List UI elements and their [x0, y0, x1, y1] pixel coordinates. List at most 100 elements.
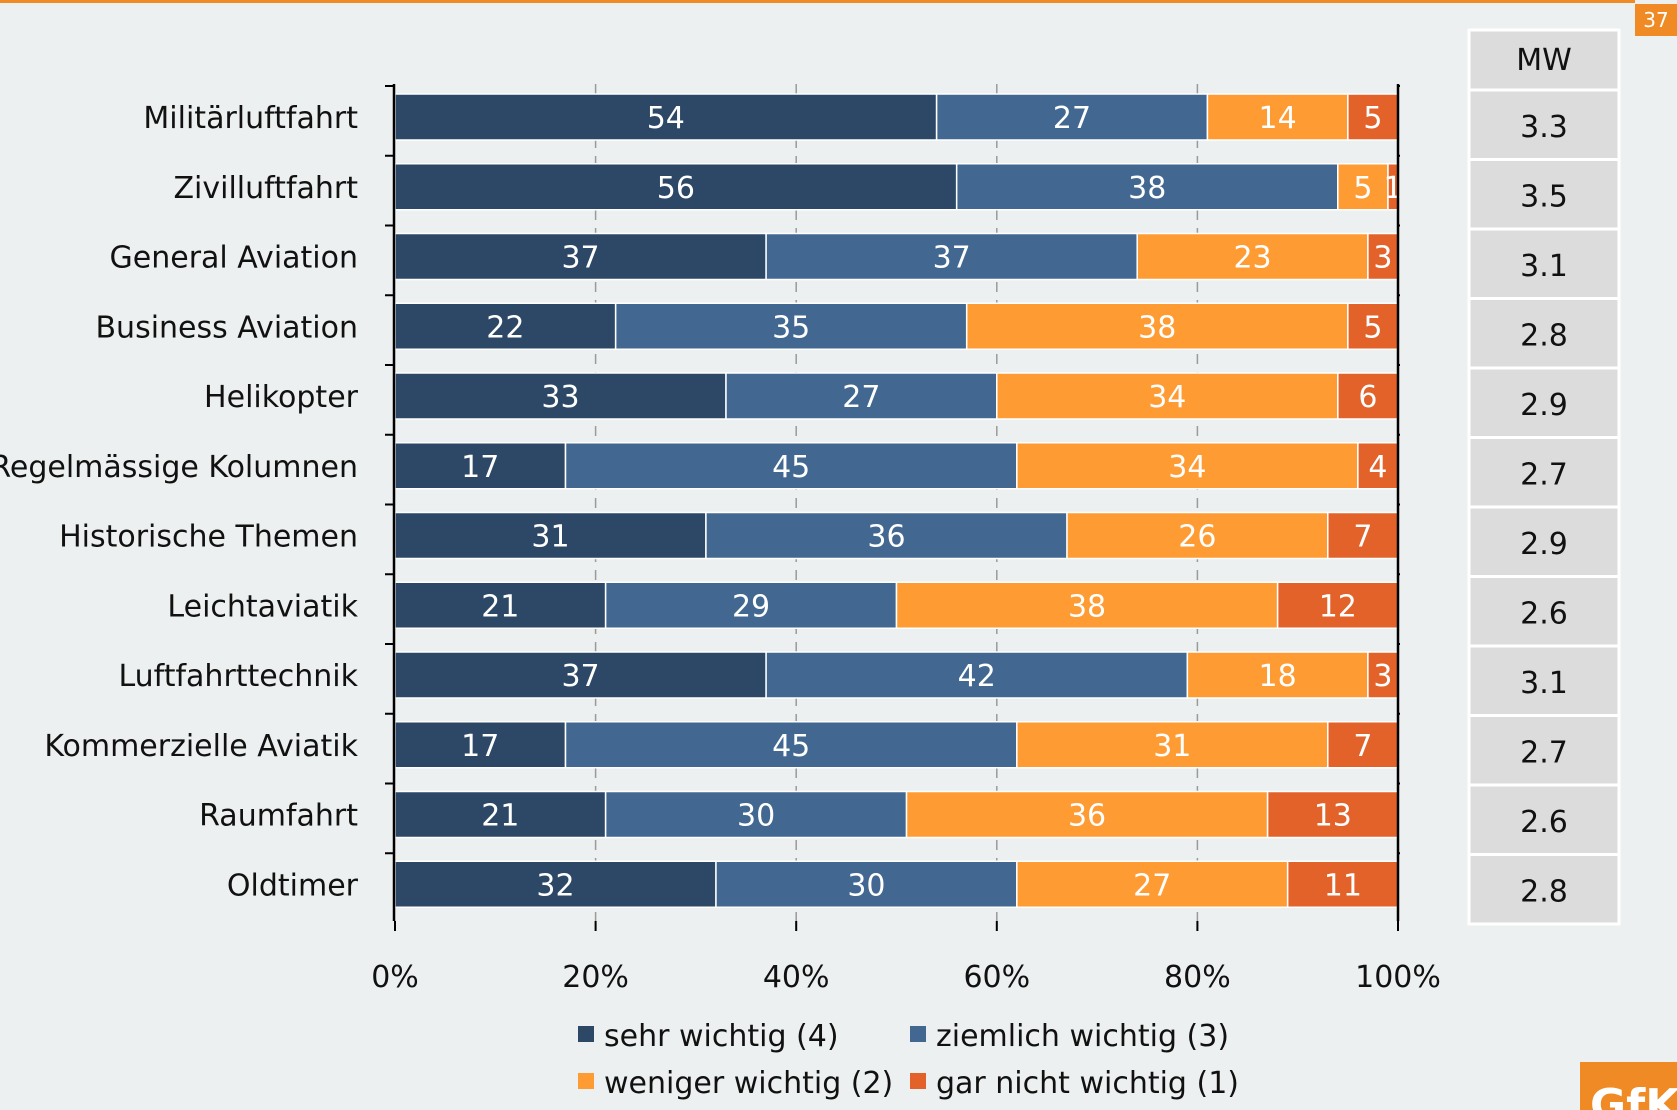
bar-segment	[394, 232, 767, 281]
mw-value: 2.6	[1520, 597, 1568, 632]
legend-swatch	[910, 1026, 926, 1042]
bar-data-label: 36	[867, 520, 905, 555]
bar-segment	[1136, 232, 1369, 281]
legend-label: gar nicht wichtig (1)	[936, 1066, 1239, 1101]
x-tick-label-4: 80%	[1164, 960, 1231, 995]
gridlines	[594, 84, 1199, 921]
bar-segment	[1347, 93, 1399, 141]
bar-data-label: 27	[1133, 868, 1171, 903]
category-label: Oldtimer	[227, 868, 359, 903]
bar-segment	[705, 511, 1068, 560]
bar-data-label: 12	[1319, 589, 1357, 624]
bar-segment	[564, 442, 1018, 490]
bar-data-label: 6	[1358, 380, 1377, 415]
bar-data-label: 35	[772, 310, 810, 345]
bar-segment	[996, 372, 1339, 420]
mw-cell	[1467, 505, 1621, 578]
bar-data-label: 27	[1053, 101, 1091, 136]
bar-data-label: 31	[531, 520, 569, 555]
bar-data-label: 21	[481, 589, 519, 624]
legend-swatch	[578, 1073, 594, 1089]
bar-data-label: 27	[842, 380, 880, 415]
category-label: Historische Themen	[59, 520, 358, 555]
bar-data-label: 23	[1233, 241, 1271, 276]
page-number-badge: 37	[1635, 4, 1677, 36]
legend-label: sehr wichtig (4)	[604, 1019, 839, 1054]
category-label: Kommerzielle Aviatik	[44, 729, 358, 764]
legend-swatch	[910, 1073, 926, 1089]
legend-swatch	[578, 1026, 594, 1042]
top-accent-line	[0, 0, 1635, 3]
bar-segment	[1066, 511, 1329, 560]
bar-data-label: 1	[1383, 171, 1402, 206]
mw-header: MW	[1516, 43, 1572, 78]
bar-data-label: 22	[486, 310, 524, 345]
bar-segment	[1016, 860, 1289, 908]
x-tick-label-1: 20%	[562, 960, 629, 995]
bar-segment	[955, 163, 1339, 211]
mw-value: 2.6	[1520, 805, 1568, 840]
bar-segment	[394, 581, 607, 629]
category-label: Leichtaviatik	[167, 589, 358, 624]
bar-segment	[1337, 163, 1389, 211]
bar-segment	[1016, 442, 1359, 490]
mw-value: 2.7	[1520, 736, 1568, 771]
bar-data-label: 11	[1324, 868, 1362, 903]
bar-data-label: 29	[732, 589, 770, 624]
bar-data-label: 5	[1363, 310, 1382, 345]
category-label: General Aviation	[110, 241, 358, 276]
bar-data-label: 4	[1368, 450, 1387, 485]
bar-data-label: 54	[647, 101, 685, 136]
mw-value: 2.7	[1520, 458, 1568, 493]
mw-value: 2.8	[1520, 319, 1568, 354]
mw-value: 2.9	[1520, 388, 1568, 423]
category-label: Zivilluftfahrt	[173, 171, 358, 206]
bar-data-label: 45	[772, 450, 810, 485]
mw-value: 3.5	[1520, 180, 1568, 215]
bars: 54 27 14 556 38 5 137 37 23 322 35 38 533 27 34 617 45 34…	[394, 93, 1403, 908]
bar-data-label: 34	[1168, 450, 1206, 485]
category-label: Luftfahrttechnik	[118, 659, 358, 694]
bar-segment	[905, 790, 1269, 839]
gfk-logo: GfK	[1580, 1062, 1677, 1110]
category-label: Raumfahrt	[199, 799, 358, 834]
mw-value: 2.9	[1520, 527, 1568, 562]
mw-cell	[1467, 88, 1621, 161]
mw-cell	[1467, 783, 1621, 856]
bar-segment	[1357, 442, 1399, 490]
bar-data-label: 3	[1373, 241, 1392, 276]
bar-segment	[765, 651, 1189, 699]
bar-segment	[1266, 790, 1399, 839]
bar-data-label: 38	[1138, 310, 1176, 345]
x-tick-label-3: 60%	[963, 960, 1030, 995]
legend: sehr wichtig (4) ziemlich wichtig (3) weni…	[578, 1019, 1239, 1101]
logo-text: GfK	[1590, 1080, 1677, 1110]
bar-data-label: 5	[1363, 101, 1382, 136]
bar-segment	[394, 163, 958, 211]
bar-data-label: 34	[1148, 380, 1186, 415]
bar-data-label: 5	[1353, 171, 1372, 206]
bar-data-label: 32	[536, 868, 574, 903]
bar-segment	[965, 302, 1349, 350]
mw-cell	[1467, 227, 1621, 300]
category-label: Regelmässige Kolumnen	[0, 450, 358, 485]
bar-segment	[935, 93, 1209, 141]
legend-label: weniger wichtig (2)	[604, 1066, 893, 1101]
bar-data-label: 30	[847, 868, 885, 903]
bar-data-label: 37	[561, 659, 599, 694]
bar-data-label: 38	[1128, 171, 1166, 206]
bar-data-label: 7	[1353, 729, 1372, 764]
bar-data-label: 56	[657, 171, 695, 206]
mw-value: 3.1	[1520, 249, 1568, 284]
bar-data-label: 42	[958, 659, 996, 694]
bar-segment	[394, 372, 727, 420]
bar-segment	[394, 860, 717, 908]
bar-segment	[1337, 372, 1399, 420]
bar-data-label: 37	[561, 241, 599, 276]
x-tick-label-5: 100%	[1355, 960, 1441, 995]
legend-label: ziemlich wichtig (3)	[936, 1019, 1229, 1054]
x-tick-label-0: 0%	[371, 960, 419, 995]
bar-data-label: 36	[1068, 799, 1106, 834]
bar-segment	[1367, 651, 1399, 699]
bar-data-label: 30	[737, 799, 775, 834]
